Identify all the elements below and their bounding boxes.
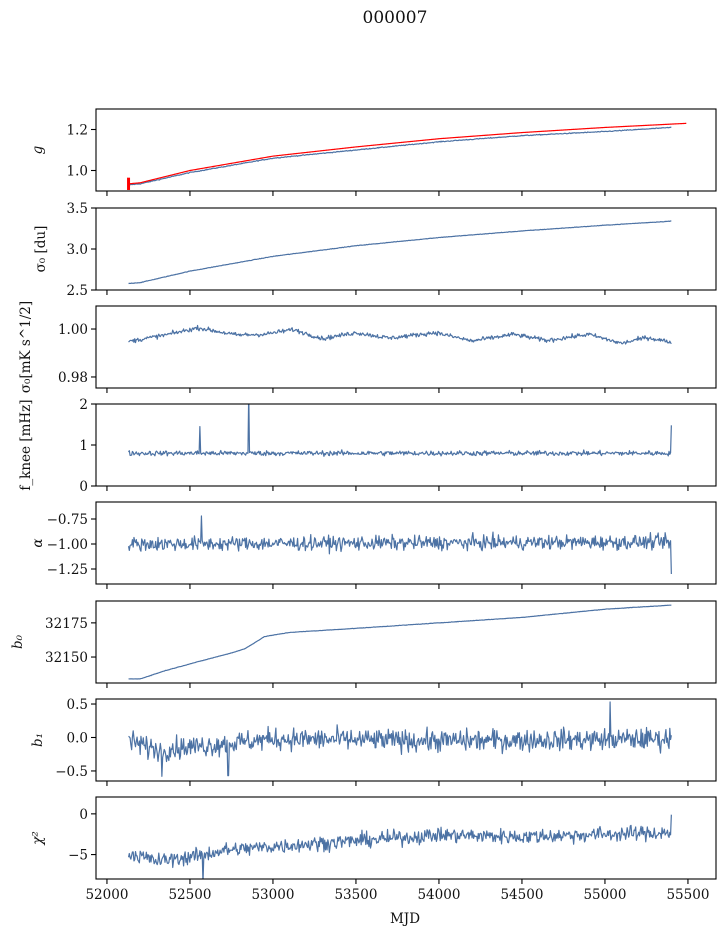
series-line-sigma0-mk-0 — [128, 324, 672, 345]
y-tick-label: 0.98 — [58, 370, 88, 386]
x-tick-label: 54000 — [417, 887, 460, 903]
x-tick-label: 53000 — [251, 887, 294, 903]
axes-frame — [95, 305, 717, 389]
y-tick-label: 0 — [79, 807, 88, 823]
y-tick-label: 1.2 — [67, 123, 88, 139]
panel-b1: −0.5 0.0 0.5 b₁ — [30, 697, 717, 786]
y-axis-label-alpha: α — [30, 538, 46, 547]
y-tick-label: 2.5 — [67, 283, 88, 299]
x-tick-label: 55500 — [666, 887, 709, 903]
y-tick-label: 3.5 — [67, 201, 88, 217]
y-tick-label: −1.00 — [47, 537, 88, 553]
y-tick-label: 0 — [79, 479, 88, 495]
y-axis-label-fknee: f_knee [mHz] — [18, 399, 34, 490]
axes-frame — [95, 403, 717, 487]
panel-gain: 1.0 1.2 g — [30, 108, 717, 196]
axes-frame — [95, 207, 717, 291]
series-line-b0-0 — [128, 604, 672, 680]
panel-chi2: −5 0 52000 52500 53000 53500 54000 54500 55000 55… — [30, 796, 717, 903]
axes-frame — [95, 600, 717, 684]
series-line-sigma0-du-0 — [128, 220, 672, 285]
panel-b0: 32150 32175 b₀ — [10, 600, 717, 688]
x-tick-label: 54500 — [500, 887, 543, 903]
axes-frame — [95, 796, 717, 880]
y-tick-label: 1.00 — [58, 322, 88, 338]
y-tick-label: 1.0 — [67, 164, 88, 180]
y-tick-label: −0.75 — [47, 512, 88, 528]
y-axis-label-gain: g — [30, 145, 46, 154]
y-tick-label: 1 — [79, 438, 88, 454]
panels: 1.0 1.2 g 2.5 3.0 3.5 σ₀ [du] 0.98 1.00 σ₀[mK s^1… — [10, 108, 717, 903]
x-tick-label: 53500 — [334, 887, 377, 903]
series-line-gain-0 — [128, 126, 672, 186]
y-axis-label-b1: b₁ — [30, 733, 46, 747]
y-tick-label: 2 — [79, 397, 88, 413]
axes-frame — [95, 108, 717, 192]
y-tick-label: −5 — [68, 848, 88, 864]
series-line-chi2-0 — [127, 814, 672, 879]
y-axis-label-sigma0-du: σ₀ [du] — [33, 226, 49, 273]
panel-fknee: 0 1 2 f_knee [mHz] — [18, 397, 717, 495]
panel-alpha: −1.25 −1.00 −0.75 α — [30, 501, 717, 589]
y-tick-label: 32150 — [45, 650, 88, 666]
y-tick-label: −1.25 — [47, 562, 88, 578]
axes-frame — [95, 698, 717, 782]
figure-title: 000007 — [363, 8, 428, 28]
y-tick-label: 32175 — [45, 616, 88, 632]
y-axis-label-chi2: χ² — [30, 831, 46, 846]
y-tick-label: 0.0 — [67, 730, 88, 746]
x-tick-label: 55000 — [583, 887, 626, 903]
y-axis-label-b0: b₀ — [10, 634, 26, 649]
y-axis-label-sigma0-mk: σ₀[mK s^1/2] — [18, 301, 34, 393]
series-line-alpha-0 — [127, 515, 672, 575]
axes-frame — [95, 501, 717, 585]
x-tick-label: 52000 — [85, 887, 128, 903]
x-tick-label: 52500 — [168, 887, 211, 903]
y-tick-label: 0.5 — [67, 697, 88, 713]
y-tick-label: −0.5 — [55, 764, 88, 780]
y-tick-label: 3.0 — [67, 242, 88, 258]
series-line-b1-0 — [128, 701, 672, 777]
panel-sigma0-mk: 0.98 1.00 σ₀[mK s^1/2] — [18, 301, 717, 393]
panel-sigma0-du: 2.5 3.0 3.5 σ₀ [du] — [33, 201, 717, 299]
x-axis-label: MJD — [390, 911, 420, 927]
series-line-gain-1 — [128, 122, 687, 185]
series-line-fknee-0 — [128, 404, 672, 457]
